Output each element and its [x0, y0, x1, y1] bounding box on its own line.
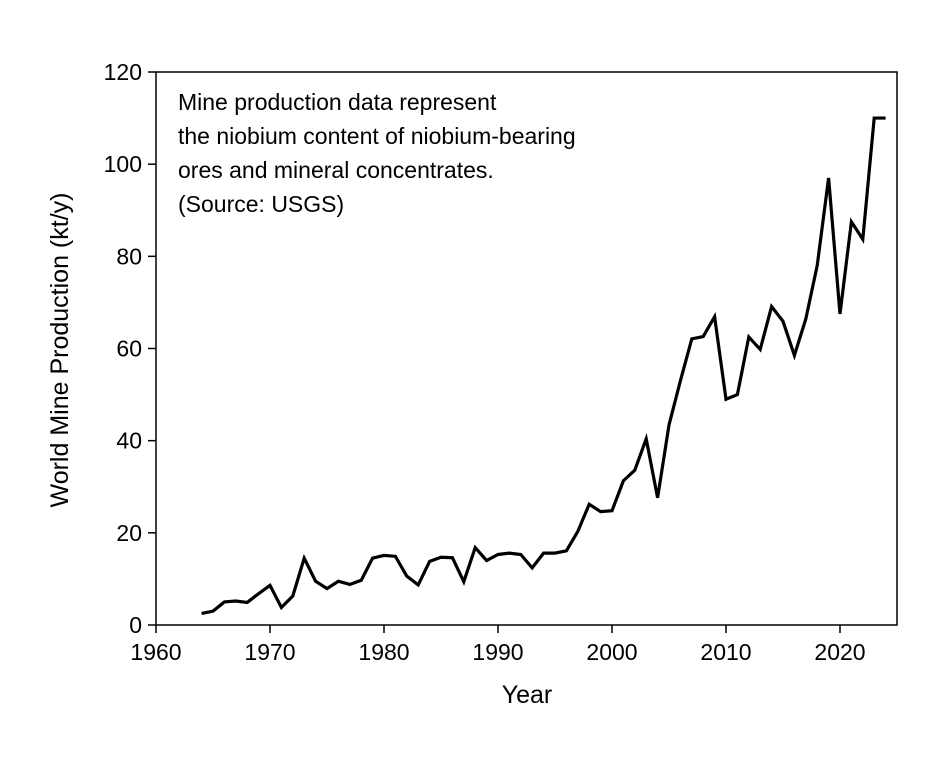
x-tick-label: 2010	[700, 639, 751, 665]
data-point	[713, 316, 715, 318]
annotation-line-3: ores and mineral concentrates.	[178, 157, 494, 183]
data-point	[406, 575, 408, 577]
data-point	[212, 610, 214, 612]
data-point	[656, 497, 658, 499]
data-point	[257, 592, 259, 594]
y-axis-title: World Mine Production (kt/y)	[46, 193, 74, 508]
data-point	[759, 348, 761, 350]
data-point	[474, 546, 476, 548]
y-tick-label: 60	[116, 336, 142, 362]
data-point	[611, 510, 613, 512]
data-point	[702, 335, 704, 337]
data-point	[497, 553, 499, 555]
data-point	[622, 480, 624, 482]
data-point	[827, 177, 829, 179]
x-tick-label: 1980	[358, 639, 409, 665]
data-point	[314, 580, 316, 582]
data-point	[634, 469, 636, 471]
data-point	[588, 503, 590, 505]
x-axis-ticks: 1960 1970 1980 1990 2000 2010 2020	[130, 625, 866, 665]
data-point	[383, 554, 385, 556]
x-tick-label: 1970	[244, 639, 295, 665]
series-line-world-mine-production	[201, 116, 886, 616]
data-point	[748, 336, 750, 338]
data-point	[531, 567, 533, 569]
data-point	[816, 264, 818, 266]
x-tick-label: 2000	[586, 639, 637, 665]
annotation-box: Mine production data represent the niobi…	[178, 89, 576, 217]
data-point	[520, 553, 522, 555]
data-point	[451, 557, 453, 559]
data-point	[554, 552, 556, 554]
data-point	[793, 354, 795, 356]
y-tick-label: 0	[129, 612, 142, 638]
data-point	[770, 305, 772, 307]
data-point	[599, 510, 601, 512]
data-point	[223, 601, 225, 603]
y-tick-label: 120	[104, 59, 142, 85]
data-point	[839, 313, 841, 315]
x-tick-label: 2020	[814, 639, 865, 665]
data-point	[292, 595, 294, 597]
y-tick-label: 100	[104, 151, 142, 177]
annotation-line-4: (Source: USGS)	[178, 191, 344, 217]
plot-area	[155, 71, 898, 626]
data-point	[337, 580, 339, 582]
data-point	[428, 560, 430, 562]
data-point	[782, 320, 784, 322]
data-point	[349, 583, 351, 585]
data-point	[394, 555, 396, 557]
data-point	[200, 612, 202, 614]
data-point	[417, 584, 419, 586]
data-point	[463, 580, 465, 582]
y-axis-ticks: 0 20 40 60 80 100 120	[104, 59, 156, 638]
data-point	[862, 238, 864, 240]
data-point	[542, 552, 544, 554]
y-tick-label: 40	[116, 428, 142, 454]
x-tick-label: 1960	[130, 639, 181, 665]
y-tick-label: 20	[116, 520, 142, 546]
data-point	[736, 393, 738, 395]
data-point	[440, 556, 442, 558]
data-point	[884, 117, 886, 119]
data-point	[246, 601, 248, 603]
annotation-line-1: Mine production data represent	[178, 89, 497, 115]
data-point	[360, 579, 362, 581]
data-point	[280, 606, 282, 608]
data-point	[873, 117, 875, 119]
annotation-line-2: the niobium content of niobium-bearing	[178, 123, 576, 149]
data-point	[303, 557, 305, 559]
data-point	[326, 587, 328, 589]
data-point	[805, 318, 807, 320]
data-point	[577, 530, 579, 532]
x-axis-title: Year	[502, 681, 553, 709]
y-tick-label: 80	[116, 243, 142, 269]
data-point	[508, 552, 510, 554]
data-point	[668, 424, 670, 426]
series-group	[200, 116, 886, 616]
data-point	[645, 438, 647, 440]
data-point	[850, 221, 852, 223]
x-tick-label: 1990	[472, 639, 523, 665]
data-point	[269, 584, 271, 586]
data-point	[371, 557, 373, 559]
data-point	[679, 380, 681, 382]
data-point	[235, 600, 237, 602]
data-point	[725, 398, 727, 400]
data-point	[691, 338, 693, 340]
data-point	[565, 550, 567, 552]
data-point	[485, 559, 487, 561]
